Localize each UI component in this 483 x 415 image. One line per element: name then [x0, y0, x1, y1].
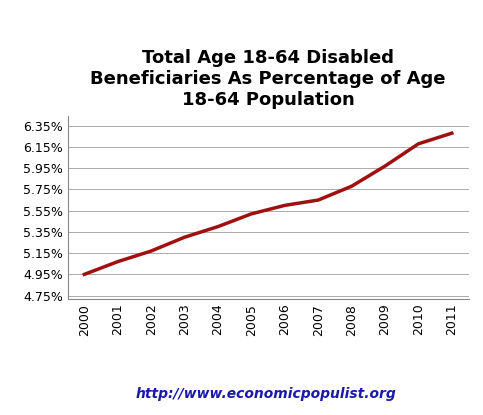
Title: Total Age 18-64 Disabled
Beneficiaries As Percentage of Age
18-64 Population: Total Age 18-64 Disabled Beneficiaries A…: [90, 49, 446, 109]
Text: http://www.economicpopulist.org: http://www.economicpopulist.org: [135, 387, 396, 401]
